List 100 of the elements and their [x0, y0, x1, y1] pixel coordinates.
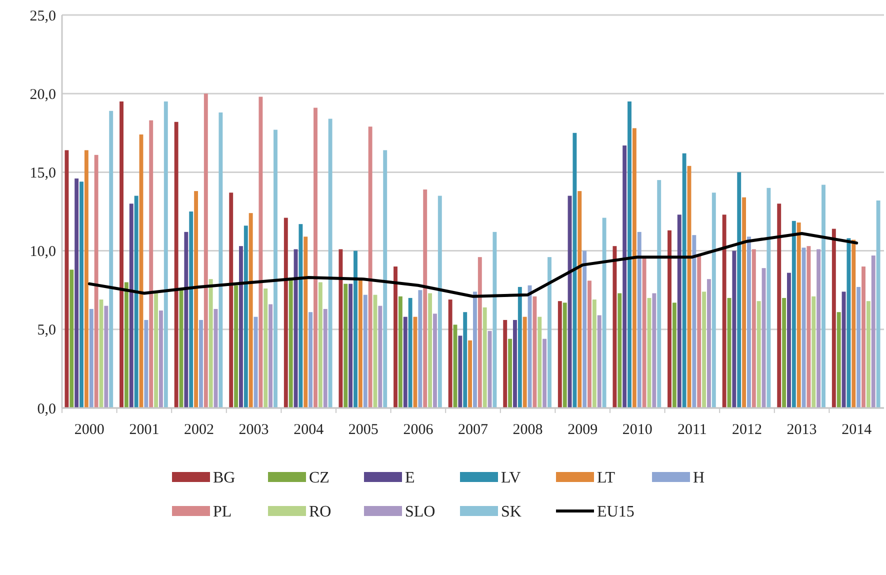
- bar: [562, 302, 567, 408]
- bar: [84, 150, 88, 408]
- bar: [668, 230, 672, 408]
- bar: [194, 191, 198, 408]
- bar: [816, 249, 821, 408]
- bar: [314, 108, 318, 408]
- bar: [871, 256, 876, 408]
- bar: [134, 196, 138, 408]
- bar: [637, 232, 642, 408]
- bar: [628, 101, 632, 408]
- bar: [64, 150, 69, 408]
- bar: [109, 110, 114, 408]
- x-tick-label: 2007: [458, 422, 488, 438]
- x-tick-label: 2014: [842, 422, 872, 438]
- bar: [672, 302, 676, 408]
- bar: [432, 314, 437, 408]
- line-series: [88, 232, 858, 298]
- bar: [806, 246, 811, 408]
- bar: [796, 222, 801, 408]
- x-tick-label: 2010: [622, 422, 652, 438]
- bar: [597, 315, 602, 408]
- bar: [318, 282, 322, 408]
- legend-label: SLO: [405, 504, 436, 521]
- bar: [274, 130, 278, 408]
- bar: [264, 288, 268, 408]
- bar: [602, 218, 606, 408]
- bar: [812, 296, 816, 408]
- y-tick-label: 10,0: [30, 244, 56, 260]
- x-tick-label: 2013: [786, 422, 817, 438]
- bar: [513, 320, 517, 408]
- bar: [144, 320, 148, 408]
- bar: [398, 296, 402, 408]
- bar: [244, 226, 248, 408]
- bar: [777, 204, 782, 408]
- legend-label: H: [693, 470, 705, 487]
- bar: [354, 250, 358, 408]
- x-tick-label: 2011: [677, 422, 707, 438]
- bar: [358, 278, 362, 408]
- bar: [836, 312, 841, 408]
- bar: [732, 250, 736, 408]
- bar: [822, 184, 826, 408]
- bar: [174, 122, 178, 408]
- bar: [199, 320, 203, 408]
- bar: [702, 292, 706, 408]
- bar: [104, 306, 108, 408]
- bar: [154, 293, 158, 408]
- bar: [164, 101, 168, 408]
- bar: [308, 312, 313, 408]
- bar: [218, 112, 223, 408]
- bar: [298, 224, 303, 408]
- bar: [94, 154, 98, 408]
- bar: [234, 285, 238, 408]
- bar: [706, 279, 711, 408]
- bar: [80, 182, 84, 408]
- bar: [742, 197, 746, 408]
- bar: [856, 286, 861, 408]
- x-tick-label: 2000: [74, 422, 104, 438]
- bar: [304, 236, 308, 408]
- bar: [518, 286, 522, 408]
- bar: [522, 316, 527, 408]
- bar: [852, 240, 856, 408]
- bar: [478, 257, 482, 408]
- x-tick-label: 2012: [732, 422, 762, 438]
- bar: [787, 272, 791, 408]
- bar: [70, 270, 74, 408]
- bar: [423, 189, 428, 408]
- bar: [184, 232, 188, 408]
- bar: [657, 180, 662, 408]
- legend-label: LT: [597, 470, 616, 487]
- x-tick-label: 2004: [294, 422, 324, 438]
- bar: [846, 238, 851, 408]
- bar: [652, 293, 656, 408]
- bar: [288, 278, 293, 408]
- bar: [618, 293, 622, 408]
- x-tick-label: 2009: [568, 422, 598, 438]
- bar: [508, 338, 512, 408]
- bar: [682, 153, 686, 408]
- bar: [463, 312, 468, 408]
- bar: [677, 214, 682, 408]
- bar: [338, 249, 343, 408]
- bar: [548, 257, 552, 408]
- bar: [229, 192, 234, 408]
- bar: [348, 284, 353, 408]
- x-tick-label: 2001: [129, 422, 160, 438]
- x-tick-label: 2002: [184, 422, 214, 438]
- bar: [428, 293, 432, 408]
- bar: [368, 126, 372, 408]
- bar: [503, 320, 508, 408]
- bar: [158, 310, 163, 408]
- bar: [766, 188, 771, 408]
- bar: [149, 120, 154, 408]
- bar: [582, 250, 587, 408]
- bar: [120, 101, 124, 408]
- x-tick-label: 2005: [348, 422, 378, 438]
- bar: [712, 192, 716, 408]
- bar: [642, 257, 646, 408]
- bar: [378, 306, 382, 408]
- legend-label: CZ: [309, 470, 330, 487]
- bar: [408, 298, 412, 408]
- legend-label: PL: [213, 504, 232, 521]
